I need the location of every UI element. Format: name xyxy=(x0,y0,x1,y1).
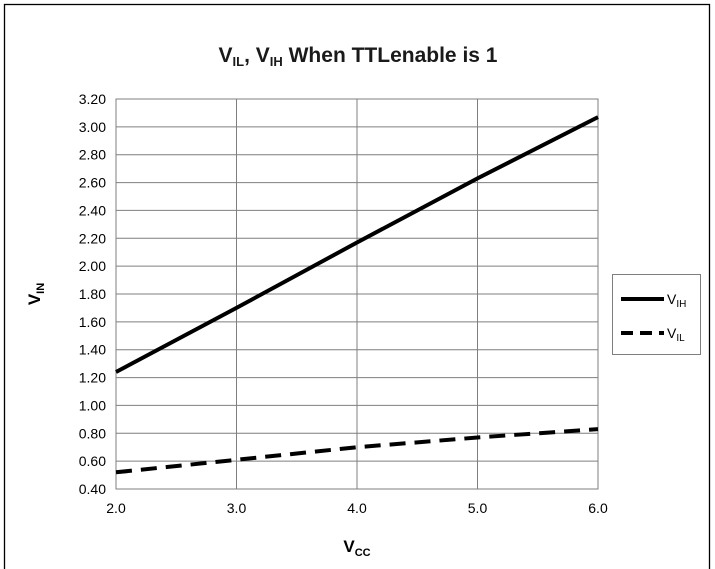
y-tick-label: 2.40 xyxy=(79,202,106,218)
y-tick-label: 2.80 xyxy=(79,147,106,163)
x-tick-labels: 2.0 3.0 4.0 5.0 6.0 xyxy=(106,500,608,516)
y-tick-label: 0.40 xyxy=(79,481,106,497)
y-tick-label: 1.00 xyxy=(79,397,106,413)
x-tick-label: 3.0 xyxy=(227,500,247,516)
plot-area xyxy=(115,98,599,490)
y-tick-label: 2.20 xyxy=(79,230,106,246)
x-tick-label: 6.0 xyxy=(588,500,608,516)
y-tick-labels: 0.40 0.60 0.80 1.00 1.20 1.40 1.60 1.80 2.00 2.20… xyxy=(79,91,106,497)
y-tick-label: 1.80 xyxy=(79,286,106,302)
series-layer xyxy=(115,115,599,475)
x-axis-label: VCC xyxy=(343,537,370,559)
series-line-vih xyxy=(115,115,599,374)
x-tick-label: 4.0 xyxy=(347,500,367,516)
y-axis-label: VIN xyxy=(25,283,47,305)
y-tick-label: 1.20 xyxy=(79,370,106,386)
legend-label-vil: VIL xyxy=(667,325,685,344)
y-tick-label: 0.80 xyxy=(79,425,106,441)
y-tick-label: 2.00 xyxy=(79,258,106,274)
legend: VIH VIL xyxy=(621,291,686,344)
legend-box xyxy=(612,274,701,355)
y-tick-label: 2.60 xyxy=(79,175,106,191)
y-tick-label: 1.60 xyxy=(79,314,106,330)
x-tick-label: 2.0 xyxy=(106,500,126,516)
y-tick-label: 1.40 xyxy=(79,342,106,358)
legend-label-vih: VIH xyxy=(667,291,686,310)
y-tick-label: 3.00 xyxy=(79,119,106,135)
y-tick-label: 3.20 xyxy=(79,91,106,107)
chart-title: VIL, VIH When TTLenable is 1 xyxy=(219,44,498,69)
series-line-vil xyxy=(115,427,599,475)
y-tick-label: 0.60 xyxy=(79,453,106,469)
x-tick-label: 5.0 xyxy=(468,500,488,516)
grid-layer xyxy=(115,98,599,490)
